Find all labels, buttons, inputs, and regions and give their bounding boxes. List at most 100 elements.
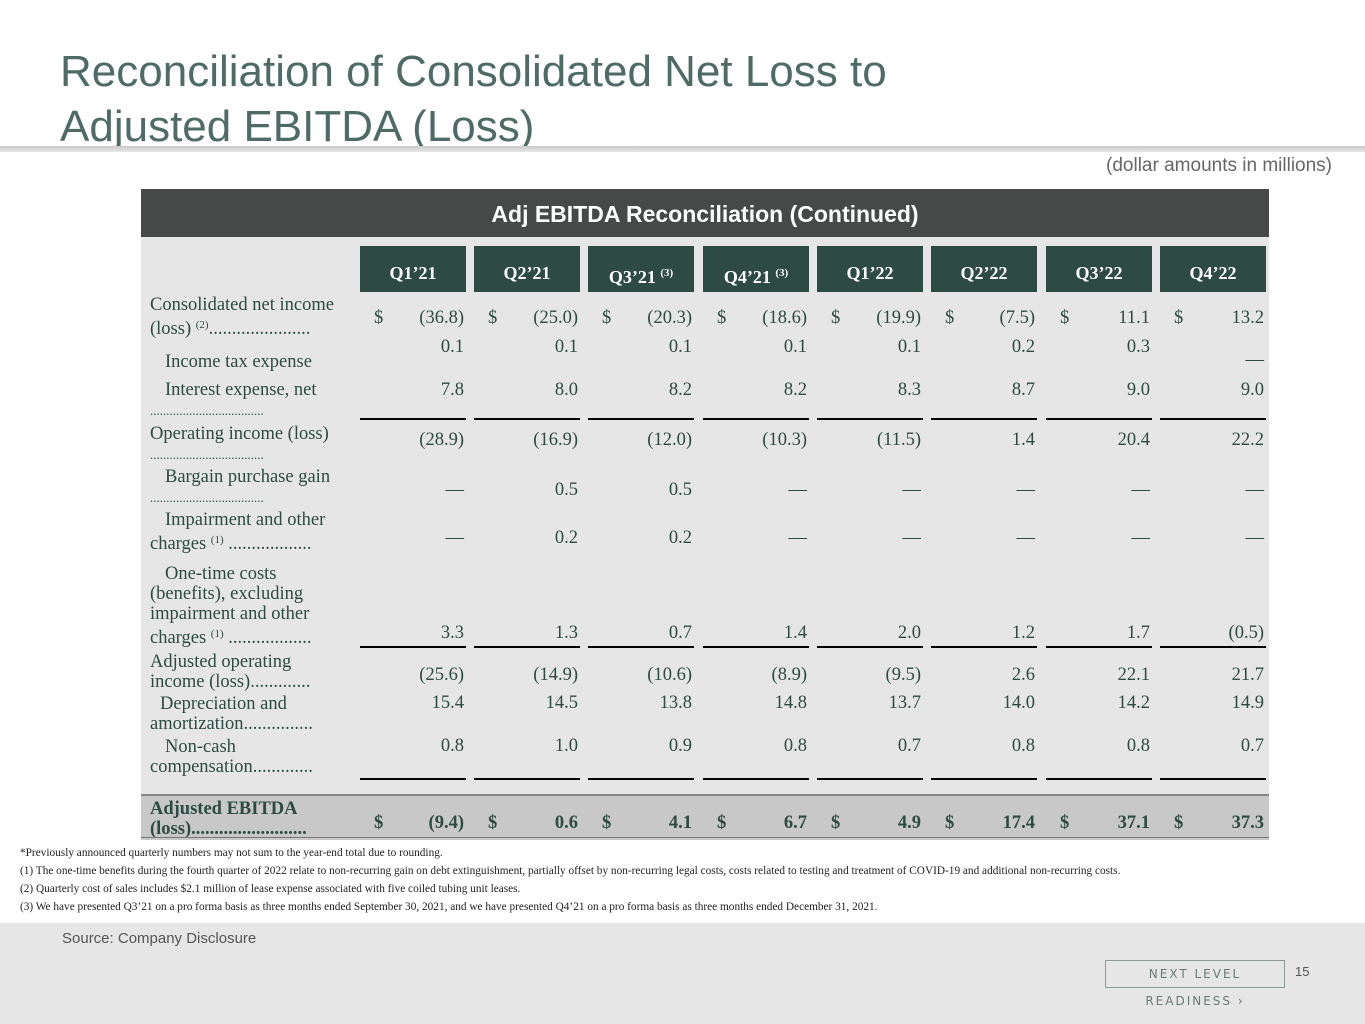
row-label-adj-operating: Adjusted operating income (loss).........… — [150, 652, 311, 692]
cell-value: 0.8 — [1126, 736, 1150, 756]
currency-symbol: $ — [831, 813, 841, 833]
column-rule — [1160, 778, 1266, 780]
cell-value: (18.6) — [762, 308, 807, 328]
cell-value: 37.1 — [1117, 813, 1150, 833]
cell-value: (8.9) — [771, 665, 807, 685]
row-label-bargain: Bargain purchase gain...................… — [150, 467, 331, 505]
cell-value: 14.0 — [1002, 693, 1035, 713]
currency-symbol: $ — [717, 813, 727, 833]
page-title: Reconciliation of Consolidated Net Loss … — [60, 44, 887, 154]
cell-value: — — [1131, 480, 1151, 500]
cell-value: 8.7 — [1011, 380, 1035, 400]
cell-value: (7.5) — [999, 308, 1035, 328]
cell-value: 0.8 — [440, 736, 464, 756]
column-header: Q4’21 (3) — [703, 246, 809, 292]
row-label-operating: Operating income (loss).................… — [150, 424, 329, 462]
column-rule — [817, 418, 923, 420]
row-label-adj-ebitda: Adjusted EBITDA (loss)...................… — [150, 799, 307, 839]
column-rule — [931, 418, 1037, 420]
row-label-income-tax: Income tax expense — [165, 352, 312, 372]
cell-value: 4.9 — [897, 813, 921, 833]
cell-value: 0.1 — [668, 337, 692, 357]
cell-value: — — [902, 528, 922, 548]
currency-symbol: $ — [602, 813, 612, 833]
column-header: Q4’22 — [1160, 246, 1266, 292]
currency-symbol: $ — [488, 308, 498, 328]
cell-value: — — [1245, 350, 1265, 370]
brand-logo: NEXT LEVEL READINESS › — [1105, 960, 1285, 1008]
column-rule — [931, 778, 1037, 780]
cell-value: 0.1 — [897, 337, 921, 357]
cell-value: (25.0) — [533, 308, 578, 328]
cell-value: — — [788, 480, 808, 500]
column-rule — [474, 646, 580, 648]
table-background — [141, 237, 1269, 839]
cell-value: 1.4 — [783, 623, 807, 643]
cell-value: (19.9) — [876, 308, 921, 328]
cell-value: 0.7 — [1240, 736, 1264, 756]
footer-band — [0, 923, 1365, 1024]
cell-value: 13.7 — [888, 693, 921, 713]
cell-value: (0.5) — [1228, 623, 1264, 643]
column-rule — [703, 418, 809, 420]
table-title: Adj EBITDA Reconciliation (Continued) — [141, 189, 1269, 237]
cell-value: — — [1245, 528, 1265, 548]
cell-value: 22.2 — [1231, 430, 1264, 450]
cell-value: 7.8 — [440, 380, 464, 400]
cell-value: 37.3 — [1231, 813, 1264, 833]
column-header: Q3’21 (3) — [588, 246, 694, 292]
column-rule — [360, 778, 466, 780]
cell-value: 8.0 — [554, 380, 578, 400]
column-header: Q2’21 — [474, 246, 580, 292]
cell-value: 0.5 — [554, 480, 578, 500]
cell-value: 0.1 — [783, 337, 807, 357]
cell-value: 0.3 — [1126, 337, 1150, 357]
cell-value: 11.1 — [1118, 308, 1150, 328]
title-line-2: Adjusted EBITDA (Loss) — [60, 102, 535, 151]
column-rule — [1046, 646, 1152, 648]
row-label-depreciation: Depreciation and amortization............… — [150, 694, 313, 734]
currency-symbol: $ — [831, 308, 841, 328]
column-rule — [817, 646, 923, 648]
row-label-impairment: Impairment and other charges (1) ........… — [150, 510, 326, 554]
column-rule — [360, 646, 466, 648]
cell-value: 21.7 — [1231, 665, 1264, 685]
cell-value: 0.7 — [668, 623, 692, 643]
cell-value: 1.7 — [1126, 623, 1150, 643]
column-rule — [817, 778, 923, 780]
cell-value: — — [1245, 480, 1265, 500]
cell-value: — — [788, 528, 808, 548]
total-row-background — [141, 794, 1269, 840]
currency-symbol: $ — [945, 308, 955, 328]
column-header: Q1’21 — [360, 246, 466, 292]
cell-value: — — [1131, 528, 1151, 548]
title-divider — [0, 146, 1365, 152]
cell-value: 14.5 — [545, 693, 578, 713]
column-rule — [1160, 646, 1266, 648]
cell-value: 9.0 — [1240, 380, 1264, 400]
column-rule — [703, 646, 809, 648]
footnote: *Previously announced quarterly numbers … — [20, 847, 443, 859]
currency-symbol: $ — [374, 308, 384, 328]
cell-value: 2.6 — [1011, 665, 1035, 685]
column-rule — [1046, 778, 1152, 780]
row-label-non-cash: Non-cash compensation............. — [150, 737, 313, 777]
cell-value: (16.9) — [533, 430, 578, 450]
column-rule — [588, 646, 694, 648]
column-rule — [1160, 418, 1266, 420]
page-number: 15 — [1295, 964, 1310, 979]
cell-value: — — [445, 528, 465, 548]
cell-value: (9.4) — [428, 813, 464, 833]
cell-value: (14.9) — [533, 665, 578, 685]
cell-value: 0.2 — [1011, 337, 1035, 357]
column-rule — [588, 418, 694, 420]
column-rule — [474, 778, 580, 780]
currency-symbol: $ — [945, 813, 955, 833]
cell-value: 0.7 — [897, 736, 921, 756]
cell-value: 2.0 — [897, 623, 921, 643]
currency-symbol: $ — [602, 308, 612, 328]
cell-value: (12.0) — [647, 430, 692, 450]
cell-value: (25.6) — [419, 665, 464, 685]
currency-symbol: $ — [374, 813, 384, 833]
cell-value: 0.8 — [783, 736, 807, 756]
